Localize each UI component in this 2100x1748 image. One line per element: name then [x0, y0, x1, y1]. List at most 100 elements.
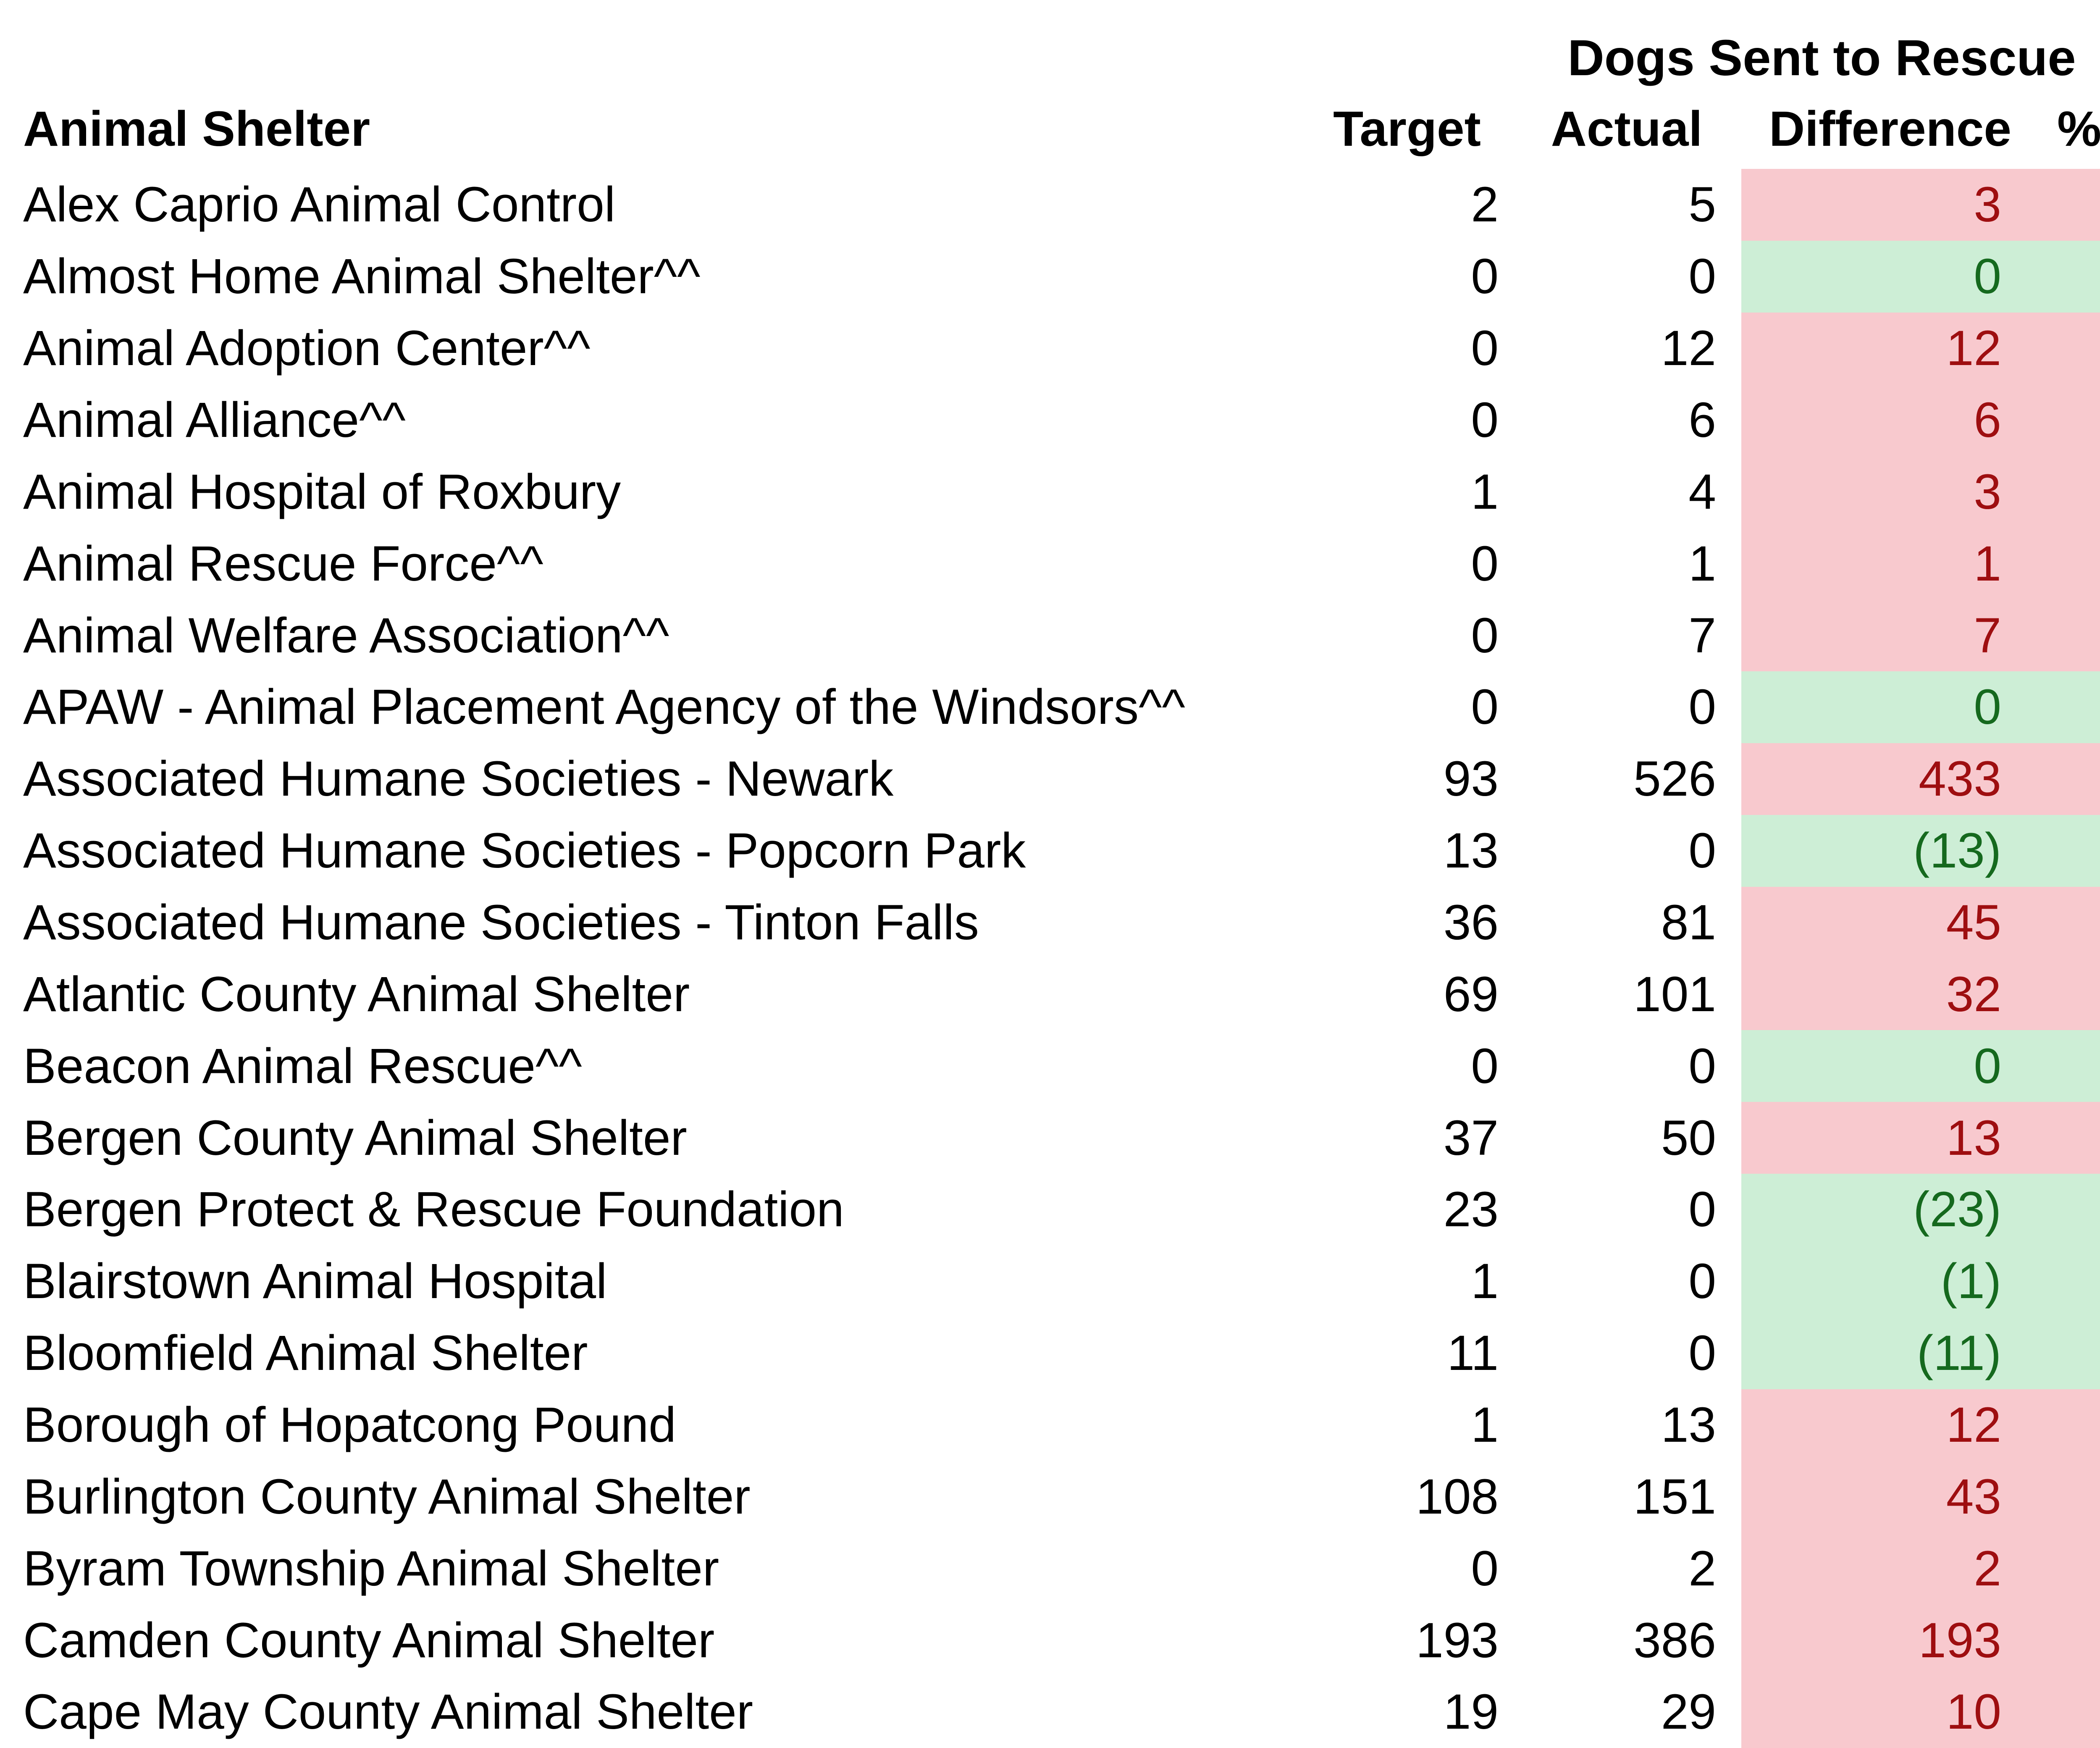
cell-target: 36 [1443, 895, 1499, 951]
cell-shelter-name: Animal Rescue Force^^ [23, 536, 543, 591]
cell-shelter-name: Alex Caprio Animal Control [23, 177, 616, 233]
cell-pct-of-target: 135% [2039, 1102, 2100, 1174]
column-header-difference: Difference [1769, 101, 2012, 157]
cell-actual: 0 [1688, 1254, 1716, 1309]
cell-difference: 3 [1741, 169, 2039, 241]
cell-shelter-name: Bloomfield Animal Shelter [23, 1325, 588, 1381]
cell-target: 0 [1471, 392, 1499, 448]
cell-pct-of-target: 0% [2039, 1174, 2100, 1246]
table-row: Animal Rescue Force^^ 0 1 1 N/A [0, 528, 2100, 600]
cell-pct-of-target: N/A [2039, 671, 2100, 743]
cell-difference: (11) [1741, 1317, 2039, 1389]
table-row: Borough of Hopatcong Pound 1 13 12 1300% [0, 1389, 2100, 1461]
cell-pct-of-target: N/A [2039, 312, 2100, 384]
cell-target: 0 [1471, 1038, 1499, 1094]
cell-difference: 7 [1741, 599, 2039, 672]
cell-actual: 0 [1688, 249, 1716, 305]
cell-shelter-name: Camden County Animal Shelter [23, 1612, 715, 1668]
cell-pct-of-target: 0% [2039, 1317, 2100, 1389]
cell-pct-of-target: 1300% [2039, 1389, 2100, 1461]
table-row: Associated Humane Societies - Tinton Fal… [0, 886, 2100, 959]
cell-target: 19 [1443, 1684, 1499, 1740]
table-row: Animal Welfare Association^^ 0 7 7 N/A [0, 599, 2100, 672]
table-row: Camden County Animal Shelter 193 386 193… [0, 1604, 2100, 1677]
cell-actual: 7 [1688, 607, 1716, 663]
cell-actual: 12 [1661, 321, 1716, 376]
cell-difference: 43 [1741, 1461, 2039, 1533]
title-row: Dogs Sent to Rescue [0, 0, 2100, 89]
cell-target: 0 [1471, 1540, 1499, 1596]
cell-actual: 2 [1688, 1540, 1716, 1596]
table-row: Animal Adoption Center^^ 0 12 12 N/A [0, 312, 2100, 384]
cell-difference: 193 [1741, 1604, 2039, 1677]
cell-target: 93 [1443, 751, 1499, 807]
cell-shelter-name: Almost Home Animal Shelter^^ [23, 249, 701, 305]
cell-difference: 12 [1741, 1389, 2039, 1461]
table-row: Atlantic County Animal Shelter 69 101 32… [0, 958, 2100, 1030]
table-row: Byram Township Animal Shelter 0 2 2 N/A [0, 1532, 2100, 1605]
cell-actual: 0 [1688, 1038, 1716, 1094]
table-row: Almost Home Animal Shelter^^ 0 0 0 N/A [0, 240, 2100, 313]
table-row: APAW - Animal Placement Agency of the Wi… [0, 671, 2100, 743]
table-title: Dogs Sent to Rescue [1567, 29, 2076, 86]
cell-difference: (13) [1741, 815, 2039, 887]
table-row: Alex Caprio Animal Control 2 5 3 250% [0, 169, 2100, 241]
cell-pct-of-target: 250% [2039, 169, 2100, 241]
cell-pct-of-target: 153% [2039, 1676, 2100, 1748]
cell-shelter-name: Atlantic County Animal Shelter [23, 966, 690, 1022]
table-row: Associated Humane Societies - Newark 93 … [0, 743, 2100, 815]
cell-shelter-name: Burlington County Animal Shelter [23, 1469, 751, 1525]
table-row: Bergen County Animal Shelter 37 50 13 13… [0, 1102, 2100, 1174]
cell-actual: 0 [1688, 1182, 1716, 1238]
cell-target: 1 [1471, 1254, 1499, 1309]
cell-target: 1 [1471, 464, 1499, 520]
table-row: Cape May County Animal Shelter 19 29 10 … [0, 1676, 2100, 1748]
header-row: Animal Shelter Target Actual Difference … [0, 89, 2100, 169]
cell-shelter-name: Associated Humane Societies - Newark [23, 751, 894, 807]
cell-difference: 0 [1741, 671, 2039, 743]
cell-target: 0 [1471, 249, 1499, 305]
table-row: Bloomfield Animal Shelter 11 0 (11) 0% [0, 1317, 2100, 1389]
cell-pct-of-target: 140% [2039, 1461, 2100, 1533]
cell-target: 69 [1443, 966, 1499, 1022]
table-row: Bergen Protect & Rescue Foundation 23 0 … [0, 1174, 2100, 1246]
cell-difference: 10 [1741, 1676, 2039, 1748]
table-row: Blairstown Animal Hospital 1 0 (1) 0% [0, 1245, 2100, 1317]
cell-actual: 151 [1633, 1469, 1716, 1525]
cell-shelter-name: Blairstown Animal Hospital [23, 1254, 607, 1309]
cell-shelter-name: Beacon Animal Rescue^^ [23, 1038, 582, 1094]
cell-target: 0 [1471, 536, 1499, 591]
table-body: Alex Caprio Animal Control 2 5 3 250% Al… [0, 169, 2100, 1748]
cell-shelter-name: Byram Township Animal Shelter [23, 1540, 719, 1596]
cell-shelter-name: Animal Adoption Center^^ [23, 321, 591, 376]
cell-pct-of-target: 200% [2039, 1604, 2100, 1677]
cell-difference: 0 [1741, 240, 2039, 313]
cell-pct-of-target: 0% [2039, 815, 2100, 887]
cell-actual: 1 [1688, 536, 1716, 591]
cell-difference: (1) [1741, 1245, 2039, 1317]
cell-shelter-name: APAW - Animal Placement Agency of the Wi… [23, 679, 1185, 735]
cell-shelter-name: Bergen Protect & Rescue Foundation [23, 1182, 844, 1238]
cell-actual: 0 [1688, 823, 1716, 879]
cell-shelter-name: Bergen County Animal Shelter [23, 1110, 687, 1166]
table-row: Burlington County Animal Shelter 108 151… [0, 1461, 2100, 1533]
cell-actual: 81 [1661, 895, 1716, 951]
cell-difference: 433 [1741, 743, 2039, 815]
cell-target: 0 [1471, 679, 1499, 735]
cell-pct-of-target: N/A [2039, 384, 2100, 456]
cell-difference: 0 [1741, 1030, 2039, 1102]
cell-actual: 6 [1688, 392, 1716, 448]
cell-pct-of-target: 566% [2039, 743, 2100, 815]
column-header-actual: Actual [1551, 101, 1703, 157]
cell-target: 108 [1416, 1469, 1499, 1525]
cell-target: 1 [1471, 1397, 1499, 1453]
cell-pct-of-target: N/A [2039, 1532, 2100, 1605]
cell-difference: 6 [1741, 384, 2039, 456]
cell-shelter-name: Associated Humane Societies - Popcorn Pa… [23, 823, 1026, 879]
cell-pct-of-target: 146% [2039, 958, 2100, 1030]
cell-actual: 0 [1688, 1325, 1716, 1381]
table-row: Animal Hospital of Roxbury 1 4 3 400% [0, 456, 2100, 528]
cell-pct-of-target: 400% [2039, 456, 2100, 528]
cell-difference: 1 [1741, 528, 2039, 600]
